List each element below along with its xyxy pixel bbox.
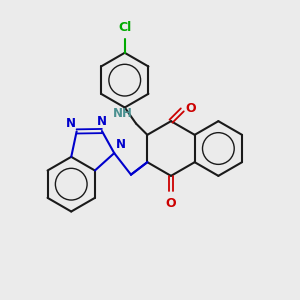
Text: O: O (186, 102, 196, 115)
Text: N: N (116, 138, 125, 151)
Text: NH: NH (113, 107, 133, 120)
Text: N: N (65, 117, 75, 130)
Text: O: O (166, 197, 176, 210)
Text: N: N (97, 115, 107, 128)
Text: Cl: Cl (118, 21, 131, 34)
